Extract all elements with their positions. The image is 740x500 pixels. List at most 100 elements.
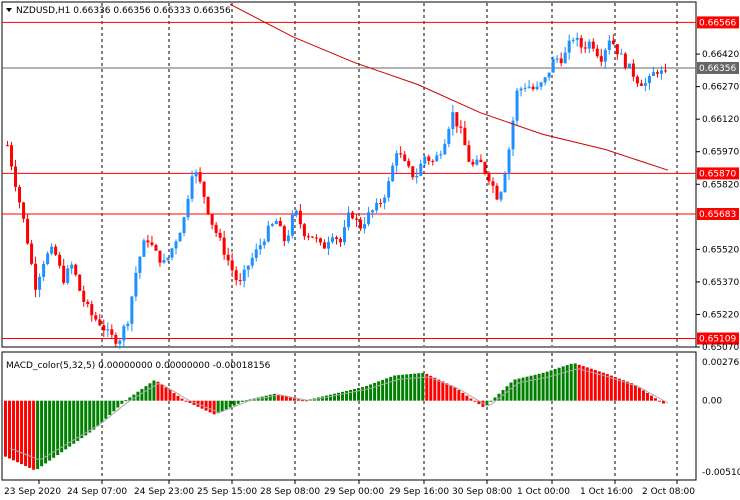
candle-body <box>619 53 623 55</box>
macd-bar <box>236 400 240 404</box>
macd-bar <box>96 400 100 427</box>
price-level-lines[interactable]: 0.66566 0.66356 0.65870 0.65683 0.65109 <box>2 16 739 345</box>
candle-body <box>290 214 294 236</box>
candle-body <box>330 237 334 242</box>
macd-bar <box>553 369 557 401</box>
macd-bar <box>365 385 369 401</box>
candle-body <box>274 221 278 225</box>
macd-bar <box>108 400 112 416</box>
macd-bar <box>469 398 473 401</box>
candle-body <box>479 159 483 163</box>
macd-bar <box>320 396 324 401</box>
candle-body <box>639 83 643 86</box>
time-tick-label: 2 Oct 08:00 <box>642 487 695 497</box>
macd-bar <box>144 386 148 401</box>
macd-bar <box>405 374 409 401</box>
macd-bar <box>76 400 80 441</box>
price-level-tag-text: 0.66356 <box>699 64 736 74</box>
candle-body <box>415 175 419 178</box>
macd-bar <box>240 400 244 402</box>
candle-body <box>150 242 154 245</box>
macd-bar <box>641 390 645 401</box>
candle-body <box>451 112 455 129</box>
candle-body <box>322 242 326 249</box>
candle-body <box>659 70 663 74</box>
price-axis[interactable]: 0.66420 0.66270 0.66120 0.65970 0.65820 0.655… <box>696 50 739 353</box>
candle-body <box>10 145 14 167</box>
candle-body <box>282 226 286 242</box>
candle-body <box>174 241 178 249</box>
candle-body <box>587 41 591 49</box>
candle-body <box>431 160 435 162</box>
macd-bar <box>164 387 168 401</box>
macd-bar <box>397 375 401 401</box>
candle-body <box>238 280 242 282</box>
candle-body <box>294 210 298 215</box>
macd-bar <box>449 385 453 401</box>
candle-body <box>623 53 627 68</box>
macd-bar <box>324 395 328 401</box>
dropdown-triangle-icon[interactable] <box>6 8 12 12</box>
candle-body <box>655 72 659 74</box>
candle-body <box>186 198 190 218</box>
candle-body <box>226 254 230 261</box>
symbol-info-text: NZDUSD,H1 0.66336 0.66356 0.66333 0.6635… <box>16 6 231 16</box>
macd-bar <box>64 400 68 450</box>
candle-body <box>206 196 210 214</box>
macd-bar <box>92 400 96 430</box>
macd-bar <box>152 380 156 401</box>
candle-body <box>411 166 415 178</box>
candle-body <box>387 181 391 198</box>
candle-body <box>375 202 379 211</box>
macd-scale-label: 0.0027683 <box>702 358 740 368</box>
candle-body <box>30 243 34 264</box>
candle-body <box>26 218 30 244</box>
candle-body <box>503 173 507 193</box>
candle-body <box>579 37 583 48</box>
macd-bar <box>589 368 593 401</box>
macd-bar <box>148 383 152 401</box>
candle-body <box>515 90 519 121</box>
macd-bar <box>268 394 272 401</box>
macd-bar <box>156 381 160 401</box>
macd-bar <box>373 382 377 401</box>
candle-body <box>423 156 427 164</box>
candle-body <box>162 260 166 263</box>
macd-bar <box>260 396 264 401</box>
macd-bar <box>545 371 549 401</box>
time-axis[interactable]: 23 Sep 2020 24 Sep 07:00 24 Sep 23:00 25 Se… <box>4 480 695 497</box>
candle-body <box>170 248 174 258</box>
time-tick-label: 29 Sep 16:00 <box>389 487 449 497</box>
macd-bar <box>533 374 537 401</box>
candle-body <box>242 269 246 282</box>
macd-bar <box>393 375 397 401</box>
price-tick-label: 0.65370 <box>702 278 739 288</box>
candle-body <box>599 56 603 62</box>
candle-body <box>82 290 86 302</box>
price-level-tag <box>697 16 739 29</box>
macd-bar <box>244 400 248 402</box>
macd-bar <box>585 367 589 401</box>
candle-body <box>198 172 202 182</box>
candle-body <box>647 75 651 84</box>
candle-body <box>367 212 371 225</box>
candle-body <box>575 37 579 40</box>
candle-body <box>499 192 503 200</box>
price-panel[interactable] <box>1 1 697 348</box>
macd-bar <box>184 400 188 402</box>
candle-body <box>543 77 547 83</box>
candle-body <box>627 63 631 68</box>
macd-bar <box>649 395 653 401</box>
price-tick-label: 0.66420 <box>702 50 739 60</box>
candle-body <box>194 172 198 177</box>
macd-bar <box>120 400 124 404</box>
candle-body <box>90 304 94 316</box>
candle-body <box>310 236 314 238</box>
price-tick-label: 0.65970 <box>702 148 739 158</box>
candle-body <box>138 256 142 273</box>
candle-body <box>487 172 491 182</box>
macd-bar <box>188 400 192 404</box>
candle-body <box>154 244 158 251</box>
macd-bar <box>593 369 597 401</box>
